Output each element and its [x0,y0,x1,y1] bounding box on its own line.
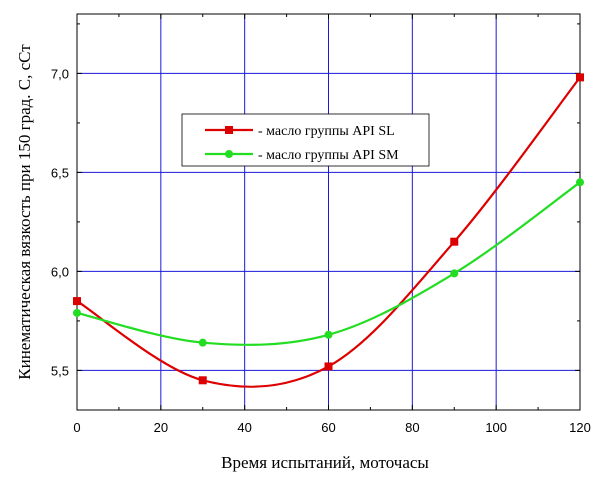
y-axis-title: Кинематическая вязкость при 150 град. С,… [15,44,34,380]
x-tick-label: 100 [485,420,507,435]
x-tick-label: 40 [237,420,251,435]
x-tick-label: 120 [569,420,591,435]
legend-marker [225,150,233,158]
tick-labels: 0 20 40 60 80 100 120 5,5 6,0 6,5 7,0 [51,66,591,435]
y-tick-label: 6,0 [51,264,69,279]
y-tick-label: 6,5 [51,165,69,180]
data-point [198,376,207,385]
data-point [450,269,459,278]
x-tick-label: 60 [321,420,335,435]
y-tick-label: 5,5 [51,363,69,378]
series-line [76,76,581,388]
data-point [324,330,333,339]
x-tick-label: 0 [73,420,80,435]
data-point [73,308,81,317]
legend-label: - масло группы API SM [258,148,399,163]
series-layer [73,73,584,388]
data-point [576,178,584,187]
y-tick-label: 7,0 [51,66,69,81]
data-point [450,237,459,246]
x-axis-title: Время испытаний, моточасы [221,453,429,472]
data-point [576,73,584,82]
legend: - масло группы API SL - масло группы API … [181,113,430,167]
data-point [198,338,207,347]
legend-marker [225,126,233,134]
legend-label: - масло группы API SL [258,124,395,139]
ticks [76,14,581,410]
x-tick-label: 80 [405,420,419,435]
grid [77,14,580,410]
x-tick-label: 20 [154,420,168,435]
data-point [73,297,81,306]
legend-box [181,113,430,167]
data-point [324,362,333,371]
